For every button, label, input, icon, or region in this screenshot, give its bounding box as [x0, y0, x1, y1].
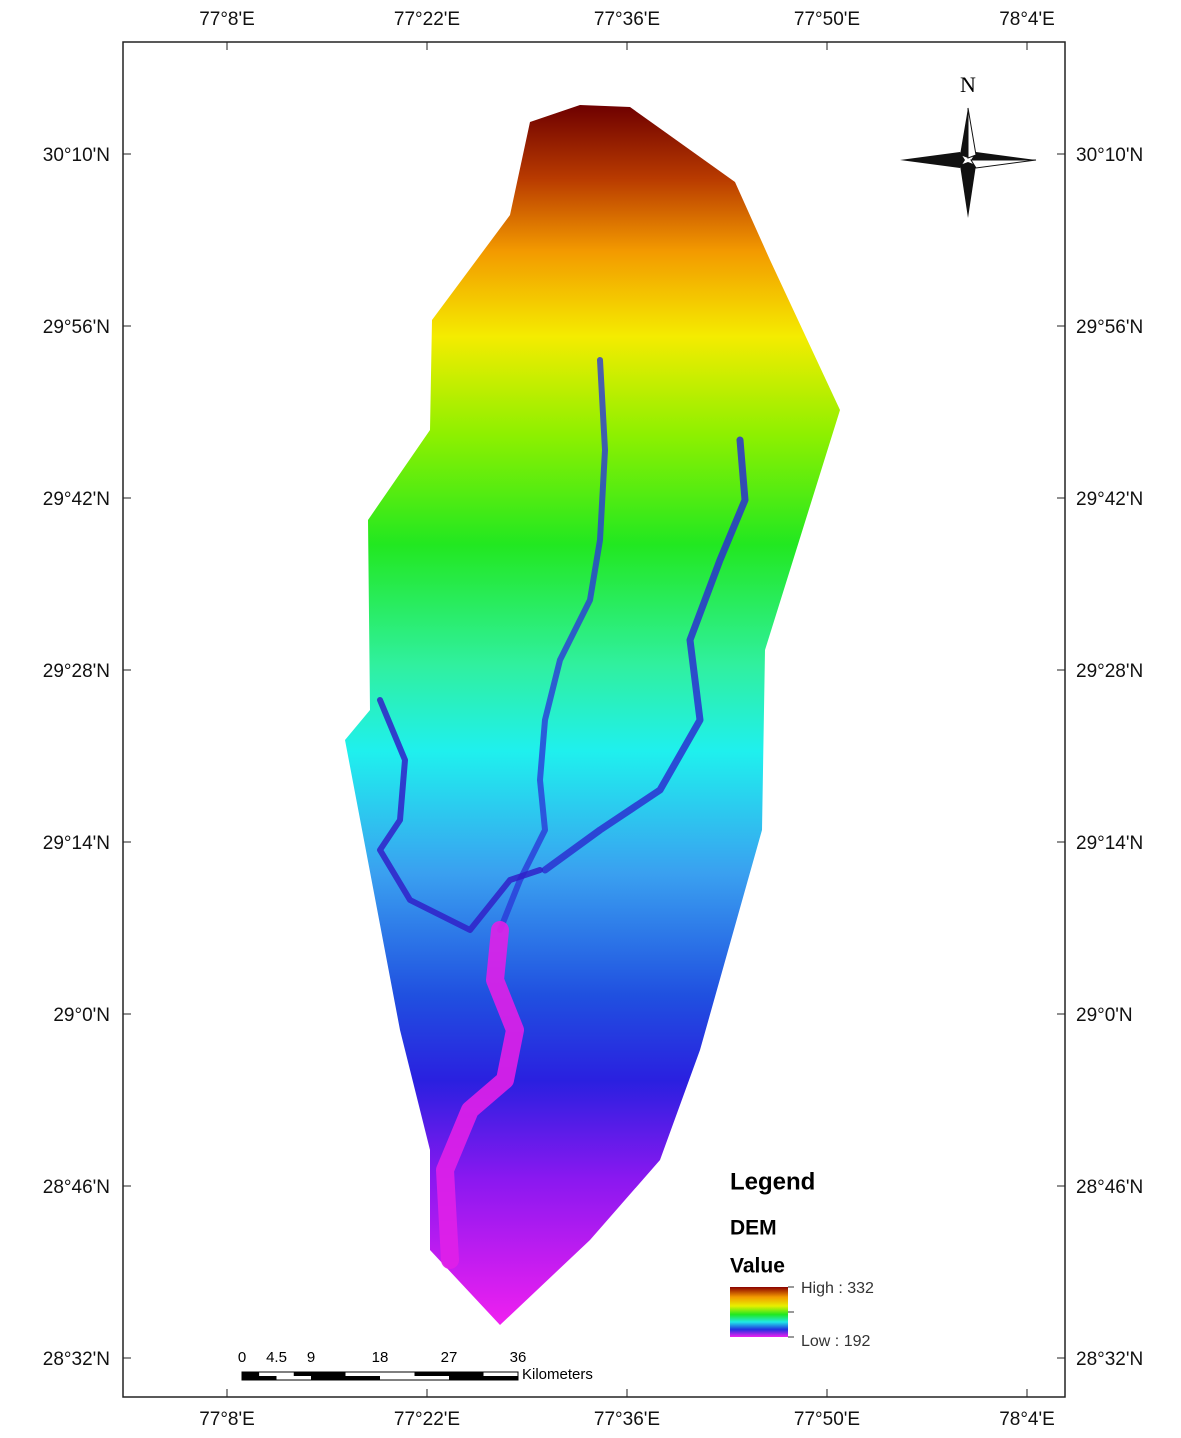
scale-segment: [311, 1376, 380, 1380]
legend-ramp: [730, 1287, 788, 1337]
lon-label-bottom: 78°4'E: [999, 1409, 1055, 1430]
lat-label-left: 29°28'N: [43, 661, 110, 682]
lon-label-bottom: 77°36'E: [594, 1409, 660, 1430]
lat-label-right: 30°10'N: [1076, 145, 1143, 166]
lon-label-top: 77°50'E: [794, 9, 860, 30]
scale-segment: [346, 1372, 381, 1376]
north-label: N: [960, 72, 976, 97]
lat-label-right: 29°0'N: [1076, 1005, 1133, 1026]
dem-raster: [345, 105, 840, 1325]
lat-label-left: 29°0'N: [53, 1005, 110, 1026]
scale-segment: [449, 1372, 484, 1376]
legend-layer: DEM: [730, 1217, 777, 1240]
scale-segment: [242, 1376, 277, 1380]
scale-tick-label: 18: [372, 1349, 389, 1366]
lat-label-right: 29°56'N: [1076, 317, 1143, 338]
lon-label-bottom: 77°8'E: [199, 1409, 255, 1430]
scale-tick-label: 0: [238, 1349, 246, 1366]
lat-label-left: 28°46'N: [43, 1177, 110, 1198]
lon-label-top: 78°4'E: [999, 9, 1055, 30]
scale-segment: [484, 1372, 519, 1376]
lon-label-top: 77°8'E: [199, 9, 255, 30]
lat-label-left: 28°32'N: [43, 1349, 110, 1370]
scale-segment: [311, 1372, 346, 1376]
scale-segment: [277, 1372, 294, 1376]
scale-segment: [415, 1372, 450, 1376]
scale-segment: [242, 1372, 259, 1376]
lat-label-left: 30°10'N: [43, 145, 110, 166]
scale-tick-label: 9: [307, 1349, 315, 1366]
lon-label-bottom: 77°22'E: [394, 1409, 460, 1430]
scale-tick-label: 27: [441, 1349, 458, 1366]
lat-label-right: 29°28'N: [1076, 661, 1143, 682]
scale-tick-label: 36: [510, 1349, 527, 1366]
scale-segment: [277, 1376, 312, 1380]
scale-segment: [259, 1372, 276, 1376]
lon-label-bottom: 77°50'E: [794, 1409, 860, 1430]
lat-label-left: 29°14'N: [43, 833, 110, 854]
lat-label-right: 28°32'N: [1076, 1349, 1143, 1370]
legend-high: High : 332: [801, 1280, 874, 1297]
map-page: N Legend DEM Value High : 332 Low : 192 …: [0, 0, 1181, 1433]
scale-tick-label: 4.5: [266, 1349, 287, 1366]
legend: Legend DEM Value High : 332 Low : 192: [730, 1168, 874, 1350]
lat-label-left: 29°56'N: [43, 317, 110, 338]
scale-unit: Kilometers: [522, 1366, 593, 1383]
scale-segment: [449, 1376, 518, 1380]
legend-field: Value: [730, 1255, 785, 1278]
lon-label-top: 77°36'E: [594, 9, 660, 30]
lat-label-right: 28°46'N: [1076, 1177, 1143, 1198]
legend-low: Low : 192: [801, 1333, 870, 1350]
lon-label-top: 77°22'E: [394, 9, 460, 30]
legend-title: Legend: [730, 1168, 815, 1195]
scale-segment: [380, 1376, 449, 1380]
lat-label-right: 29°14'N: [1076, 833, 1143, 854]
lat-label-left: 29°42'N: [43, 489, 110, 510]
lat-label-right: 29°42'N: [1076, 489, 1143, 510]
north-arrow: N: [900, 72, 1036, 218]
scale-segment: [294, 1372, 311, 1376]
scale-segment: [380, 1372, 415, 1376]
